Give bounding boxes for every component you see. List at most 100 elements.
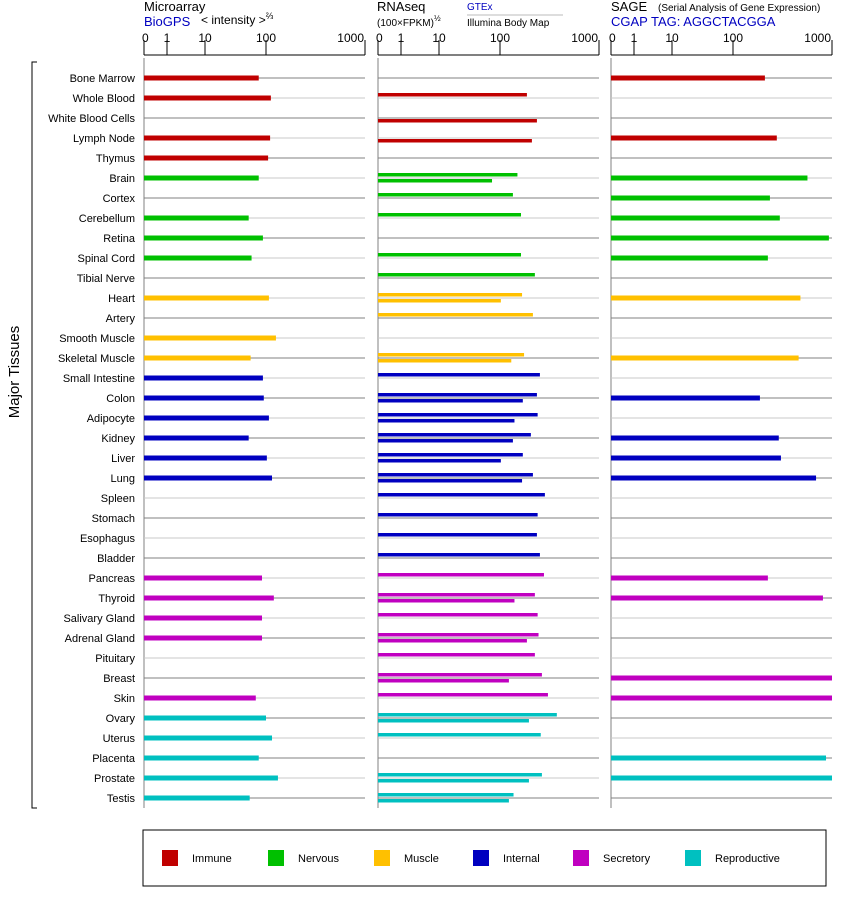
illumina-bar: [378, 439, 513, 443]
rnaseq-unit-exp: ½: [434, 14, 441, 23]
gtex-bar: [378, 553, 540, 557]
microarray-bar: [144, 615, 263, 621]
microarray-bar: [144, 395, 264, 401]
gtex-bar: [378, 213, 522, 217]
gtex-bar: [378, 713, 557, 717]
sage-bar: [611, 455, 781, 461]
gtex-bar: [378, 773, 542, 777]
tissue-label: Salivary Gland: [63, 613, 135, 625]
tissue-label: Adrenal Gland: [65, 633, 135, 645]
microarray-bar: [144, 295, 269, 301]
gtex-bar: [378, 353, 525, 357]
microarray-bar: [144, 455, 267, 461]
gtex-bar: [378, 513, 538, 517]
gtex-link[interactable]: GTEx: [467, 2, 493, 13]
microarray-bar: [144, 795, 250, 801]
microarray-tick-label: 10: [198, 31, 212, 45]
microarray-bar: [144, 755, 259, 761]
legend-label-internal: Internal: [503, 853, 540, 865]
gtex-bar: [378, 673, 542, 677]
microarray-bar: [144, 355, 251, 361]
tissue-label: Tibial Nerve: [77, 273, 135, 285]
sage-tick-label: 100: [723, 31, 743, 45]
gtex-bar: [378, 593, 535, 597]
microarray-bar: [144, 415, 269, 421]
rnaseq-tick-label: 100: [490, 31, 510, 45]
tissue-label: Artery: [106, 313, 136, 325]
tissue-label: Kidney: [101, 433, 135, 445]
rnaseq-tick-label: 1000: [571, 31, 598, 45]
microarray-title: Microarray: [144, 0, 206, 14]
microarray-bar: [144, 475, 273, 481]
tissue-label: Bladder: [97, 553, 135, 565]
illumina-bar: [378, 399, 523, 403]
gtex-bar: [378, 453, 523, 457]
tissue-label: Spinal Cord: [78, 253, 135, 265]
tissue-label: Prostate: [94, 773, 135, 785]
sage-bar: [611, 435, 779, 441]
microarray-bar: [144, 735, 273, 741]
sage-tick-label: 1000: [804, 31, 831, 45]
gtex-bar: [378, 533, 537, 537]
sage-tick-label: 10: [665, 31, 679, 45]
gtex-bar: [378, 393, 537, 397]
tissue-label: Lung: [111, 473, 135, 485]
tissue-label: Lymph Node: [73, 133, 135, 145]
gtex-bar: [378, 193, 513, 197]
legend-label-secretory: Secretory: [603, 853, 651, 865]
illumina-bar: [378, 299, 501, 303]
microarray-tick-label: 1: [164, 31, 171, 45]
microarray-unit: < intensity >⅔: [201, 11, 274, 27]
tissue-label: Brain: [109, 173, 135, 185]
legend-label-nervous: Nervous: [298, 853, 339, 865]
sage-bar: [611, 215, 780, 221]
microarray-bar: [144, 255, 252, 261]
illumina-bar: [378, 359, 512, 363]
legend-label-immune: Immune: [192, 853, 232, 865]
microarray-source-link[interactable]: BioGPS: [144, 14, 191, 29]
sage-bar: [611, 195, 770, 201]
legend-swatch-muscle: [374, 850, 390, 866]
rnaseq-title: RNAseq: [377, 0, 425, 14]
microarray-bar: [144, 75, 259, 81]
microarray-unit-exp: ⅔: [266, 11, 274, 21]
microarray-bar: [144, 375, 263, 381]
tissue-label: Retina: [103, 233, 136, 245]
microarray-bar: [144, 235, 263, 241]
sage-bar: [611, 755, 827, 761]
tissue-label: Uterus: [103, 733, 136, 745]
microarray-bar: [144, 775, 278, 781]
tissue-label: Skeletal Muscle: [58, 353, 135, 365]
sage-tag-link[interactable]: CGAP TAG: AGGCTACGGA: [611, 14, 776, 29]
illumina-bar: [378, 119, 537, 123]
microarray-bar: [144, 95, 271, 101]
legend-label-reproductive: Reproductive: [715, 853, 780, 865]
rnaseq-unit-text: (100×FPKM): [377, 18, 434, 29]
tissue-label: Ovary: [106, 713, 136, 725]
tissue-label: Heart: [108, 293, 135, 305]
sage-bar: [611, 235, 829, 241]
sage-bar: [611, 395, 760, 401]
illumina-bar: [378, 459, 501, 463]
legend-swatch-immune: [162, 850, 178, 866]
illumina-bar: [378, 179, 493, 183]
sage-bar: [611, 295, 801, 301]
y-axis-label: Major Tissues: [6, 326, 23, 419]
sage-tick-label: 0: [609, 31, 616, 45]
tissue-label: Cerebellum: [79, 213, 135, 225]
sage-bar: [611, 475, 817, 481]
gtex-bar: [378, 493, 545, 497]
legend-swatch-nervous: [268, 850, 284, 866]
sage-subtitle: (Serial Analysis of Gene Expression): [658, 3, 820, 14]
tissue-label: Esophagus: [80, 533, 136, 545]
legend-swatch-reproductive: [685, 850, 701, 866]
tissue-label: Thymus: [96, 153, 136, 165]
microarray-bar: [144, 435, 249, 441]
tissue-label: Small Intestine: [63, 373, 135, 385]
gtex-bar: [378, 433, 531, 437]
microarray-bar: [144, 715, 266, 721]
gtex-bar: [378, 273, 535, 277]
gtex-bar: [378, 473, 533, 477]
illumina-bar: [378, 139, 532, 143]
